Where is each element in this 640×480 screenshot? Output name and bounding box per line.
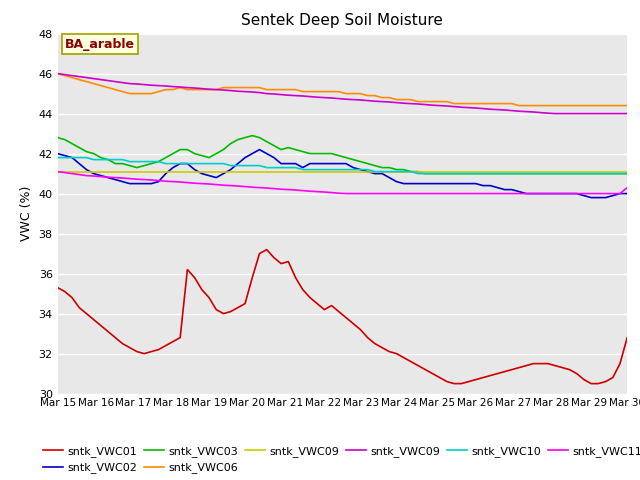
Legend: sntk_VWC01, sntk_VWC02, sntk_VWC03, sntk_VWC06, sntk_VWC09, sntk_VWC09, sntk_VWC: sntk_VWC01, sntk_VWC02, sntk_VWC03, sntk… [43, 446, 640, 473]
Y-axis label: VWC (%): VWC (%) [20, 186, 33, 241]
Title: Sentek Deep Soil Moisture: Sentek Deep Soil Moisture [241, 13, 444, 28]
Text: BA_arable: BA_arable [65, 37, 135, 50]
